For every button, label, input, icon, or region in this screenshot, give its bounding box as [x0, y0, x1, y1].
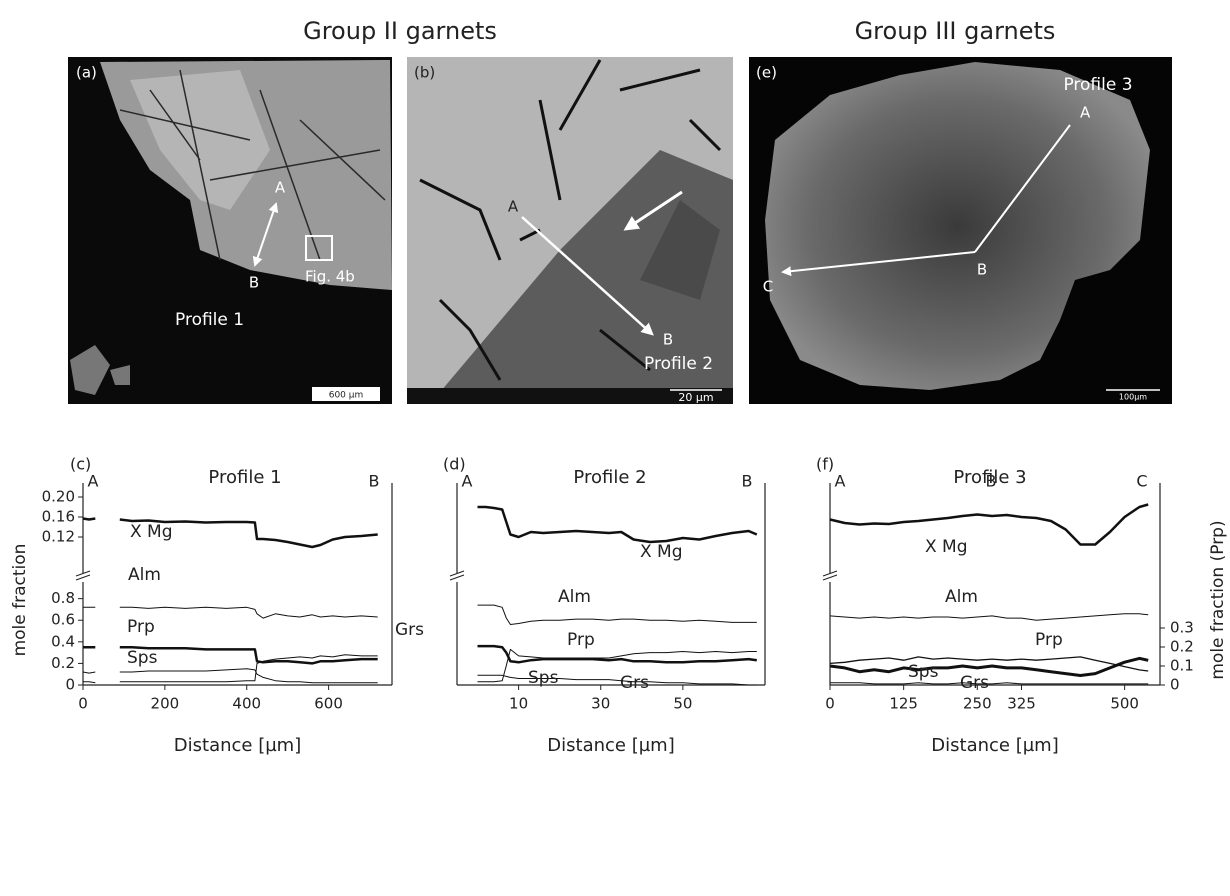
- profile-point: A: [508, 198, 519, 216]
- x-tick-label: 200: [151, 695, 180, 713]
- series-label: Alm: [128, 565, 161, 585]
- y-tick-label: 0: [65, 676, 75, 694]
- axis-break: [822, 570, 838, 581]
- y2-axis-label: mole fraction (Prp): [1208, 520, 1228, 679]
- profile-point: B: [663, 331, 673, 349]
- y2-tick-label: 0: [1170, 676, 1180, 694]
- chart-title: Profile 3: [953, 467, 1026, 488]
- x-tick-label: 0: [825, 695, 835, 713]
- series-label: Sps: [908, 662, 939, 682]
- y-tick-label: 0.20: [42, 488, 75, 506]
- series-label: Sps: [127, 648, 158, 668]
- profile-label: Profile 3: [1063, 75, 1132, 95]
- series-line: [83, 606, 378, 619]
- series-line: [829, 613, 1149, 621]
- x-tick-label: 125: [889, 695, 918, 713]
- panel-label: (b): [414, 64, 435, 82]
- x-tick-label: 30: [591, 695, 610, 713]
- series-label: Sps: [528, 668, 559, 688]
- profile-label: Profile 1: [175, 310, 244, 330]
- series-label: X Mg: [640, 542, 683, 562]
- group-header: Group II garnets: [303, 17, 497, 45]
- profile-point: A: [462, 472, 473, 491]
- x-tick-label: 10: [509, 695, 528, 713]
- y-axis-label: mole fraction: [10, 544, 30, 657]
- micrograph-a: (a) A B Fig. 4b Profile 1 600 µm: [68, 57, 392, 404]
- series-line: [82, 517, 378, 549]
- series-label: Prp: [127, 617, 155, 637]
- profile-point: B: [986, 472, 997, 491]
- chart-title: Profile 2: [573, 467, 646, 488]
- x-tick-label: 325: [1007, 695, 1036, 713]
- profile-point: A: [1080, 104, 1091, 122]
- box-label: Fig. 4b: [305, 268, 355, 286]
- series-label: Grs: [620, 673, 649, 693]
- profile-point: B: [977, 261, 987, 279]
- panel-label: (c): [70, 455, 91, 474]
- profile-point: A: [88, 472, 99, 491]
- profile-point: B: [742, 472, 753, 491]
- scale-label: 100µm: [1119, 393, 1147, 402]
- panel-label: (a): [76, 64, 97, 82]
- y-tick-label: 0.2: [51, 654, 75, 672]
- series-line: [829, 503, 1149, 546]
- y2-tick-label: 0.2: [1170, 638, 1194, 656]
- series-line: [477, 674, 757, 686]
- series-label: Prp: [567, 630, 595, 650]
- series-line: [83, 654, 378, 684]
- series-line: [830, 682, 1149, 685]
- series-label: Grs: [395, 620, 424, 640]
- micrograph-e: (e) A B C Profile 3 100µm: [749, 57, 1172, 404]
- series-label: Alm: [945, 587, 978, 607]
- profile-point: C: [1136, 472, 1147, 491]
- y-tick-label: 0.12: [42, 528, 75, 546]
- series-line: [829, 656, 1149, 677]
- profile-point: A: [275, 179, 286, 197]
- scale-label: 600 µm: [329, 391, 364, 401]
- x-tick-label: 50: [673, 695, 692, 713]
- x-axis-label: Distance [µm]: [174, 735, 301, 756]
- panel-label: (e): [756, 64, 777, 82]
- series-label: Alm: [558, 587, 591, 607]
- series-line: [477, 644, 757, 664]
- y-tick-label: 0.6: [51, 611, 75, 629]
- series-label: Grs: [960, 673, 989, 693]
- profile-label: Profile 2: [644, 354, 713, 374]
- series-line: [829, 656, 1149, 672]
- series-line: [83, 645, 378, 665]
- x-tick-label: 500: [1110, 695, 1139, 713]
- panel-label: (d): [443, 455, 466, 474]
- series-label: X Mg: [130, 522, 173, 542]
- series-line: [477, 604, 757, 625]
- x-tick-label: 250: [963, 695, 992, 713]
- series-line: [477, 648, 757, 683]
- series-label: Prp: [1035, 630, 1063, 650]
- profile-point: C: [763, 278, 773, 296]
- x-tick-label: 400: [232, 695, 261, 713]
- y-tick-label: 0.4: [51, 632, 75, 650]
- micrograph-b: (b) A B Profile 2 20 µm: [407, 57, 733, 404]
- series-line: [82, 668, 378, 684]
- profile-point: B: [369, 472, 380, 491]
- x-axis-label: Distance [µm]: [547, 735, 674, 756]
- profile-point: A: [835, 472, 846, 491]
- series-label: X Mg: [925, 537, 968, 557]
- y2-tick-label: 0.3: [1170, 619, 1194, 637]
- axis-break: [75, 570, 91, 581]
- scale-label: 20 µm: [678, 391, 713, 404]
- x-axis-label: Distance [µm]: [931, 735, 1058, 756]
- profile-point: B: [249, 274, 259, 292]
- chart-title: Profile 1: [208, 467, 281, 488]
- y-tick-label: 0.8: [51, 589, 75, 607]
- y2-tick-label: 0.1: [1170, 657, 1194, 675]
- series-line: [477, 505, 758, 544]
- x-tick-label: 0: [78, 695, 88, 713]
- x-tick-label: 600: [314, 695, 343, 713]
- group-header: Group III garnets: [855, 17, 1056, 45]
- axis-break: [449, 570, 465, 581]
- panel-label: (f): [816, 455, 834, 474]
- y-tick-label: 0.16: [42, 508, 75, 526]
